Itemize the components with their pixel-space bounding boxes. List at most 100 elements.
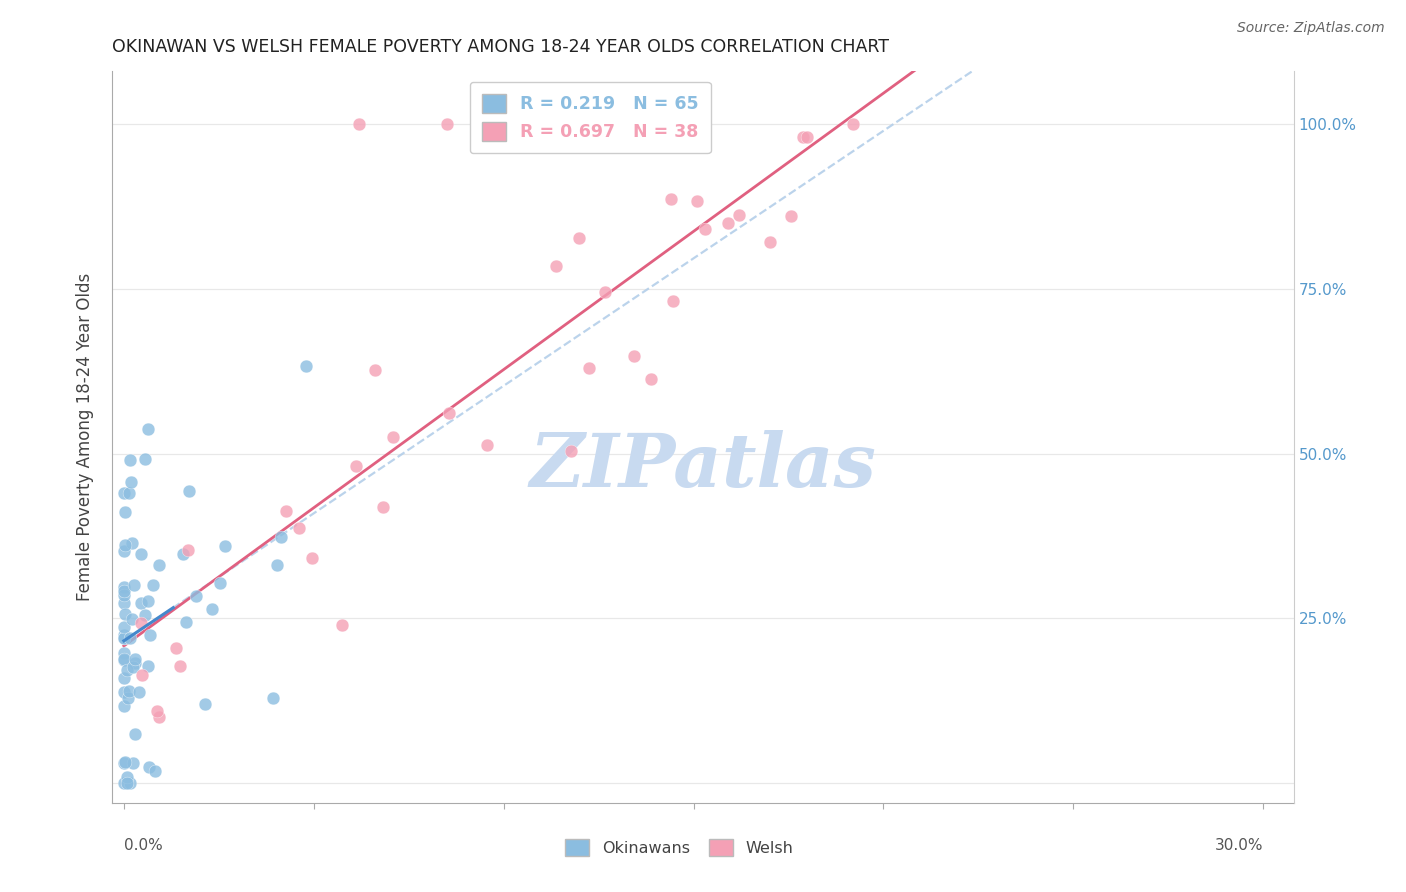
Point (148, 558, 170, 572)
Point (121, 756, 143, 770)
Point (139, 628, 162, 642)
Point (148, 710, 170, 724)
Point (112, 684, 135, 698)
Point (124, 727, 146, 741)
Point (330, 617, 353, 632)
Point (728, 208, 751, 222)
Point (593, 285, 616, 299)
Legend: Okinawans, Welsh: Okinawans, Welsh (558, 832, 800, 863)
Point (114, 538, 136, 552)
Point (796, 130, 818, 145)
Point (344, 459, 367, 474)
Y-axis label: Female Poverty Among 18-24 Year Olds: Female Poverty Among 18-24 Year Olds (76, 273, 94, 601)
Point (143, 764, 166, 778)
Point (129, 596, 152, 610)
Point (174, 615, 197, 629)
Point (112, 628, 135, 642)
Point (117, 770, 139, 784)
Point (201, 601, 224, 615)
Point (131, 668, 153, 682)
Point (112, 631, 135, 645)
Point (112, 653, 135, 667)
Point (112, 580, 135, 594)
Point (436, 117, 458, 131)
Point (114, 607, 136, 621)
Text: ZIPatlas: ZIPatlas (530, 430, 876, 502)
Point (118, 776, 141, 790)
Point (112, 756, 135, 770)
Point (266, 558, 288, 572)
Point (176, 543, 198, 558)
Point (112, 486, 135, 500)
Point (142, 578, 165, 592)
Point (112, 652, 135, 666)
Point (115, 776, 138, 790)
Point (623, 350, 645, 364)
Point (693, 222, 716, 236)
Text: 0.0%: 0.0% (124, 838, 163, 853)
Point (169, 658, 191, 673)
Point (214, 539, 236, 553)
Point (437, 406, 460, 420)
Point (112, 776, 135, 790)
Point (842, 117, 865, 131)
Point (588, 117, 610, 131)
Point (364, 363, 387, 377)
Point (112, 646, 135, 660)
Point (112, 588, 135, 602)
Point (112, 544, 135, 558)
Text: OKINAWAN VS WELSH FEMALE POVERTY AMONG 18-24 YEAR OLDS CORRELATION CHART: OKINAWAN VS WELSH FEMALE POVERTY AMONG 1… (112, 38, 890, 56)
Point (371, 500, 394, 515)
Point (122, 660, 145, 674)
Point (136, 659, 159, 673)
Point (288, 521, 311, 535)
Point (568, 231, 591, 245)
Point (659, 192, 682, 206)
Point (274, 504, 297, 518)
Point (172, 547, 194, 561)
Point (112, 583, 135, 598)
Point (560, 443, 582, 458)
Point (640, 372, 662, 386)
Point (758, 235, 780, 249)
Point (118, 684, 141, 698)
Point (270, 530, 292, 544)
Point (792, 130, 814, 145)
Text: Source: ZipAtlas.com: Source: ZipAtlas.com (1237, 21, 1385, 35)
Point (114, 505, 136, 519)
Point (381, 430, 404, 444)
Point (112, 620, 135, 634)
Point (134, 607, 156, 622)
Point (124, 657, 146, 671)
Point (209, 575, 232, 590)
Point (136, 594, 159, 608)
Point (112, 671, 135, 685)
Point (662, 293, 685, 308)
Point (717, 215, 740, 229)
Point (112, 596, 135, 610)
Point (112, 631, 135, 645)
Point (262, 690, 284, 705)
Point (118, 486, 141, 500)
Point (165, 641, 187, 656)
Point (194, 698, 217, 712)
Point (120, 453, 142, 467)
Point (131, 547, 153, 561)
Point (578, 360, 600, 375)
Point (686, 194, 709, 208)
Point (177, 483, 200, 498)
Point (138, 760, 160, 774)
Point (134, 452, 156, 467)
Point (546, 259, 568, 273)
Point (115, 664, 138, 678)
Text: 30.0%: 30.0% (1215, 838, 1263, 853)
Point (114, 755, 136, 769)
Point (112, 698, 135, 713)
Point (128, 685, 150, 699)
Point (117, 691, 139, 706)
Point (136, 422, 159, 436)
Point (295, 359, 318, 373)
Point (301, 551, 323, 566)
Point (124, 652, 146, 666)
Point (121, 612, 143, 626)
